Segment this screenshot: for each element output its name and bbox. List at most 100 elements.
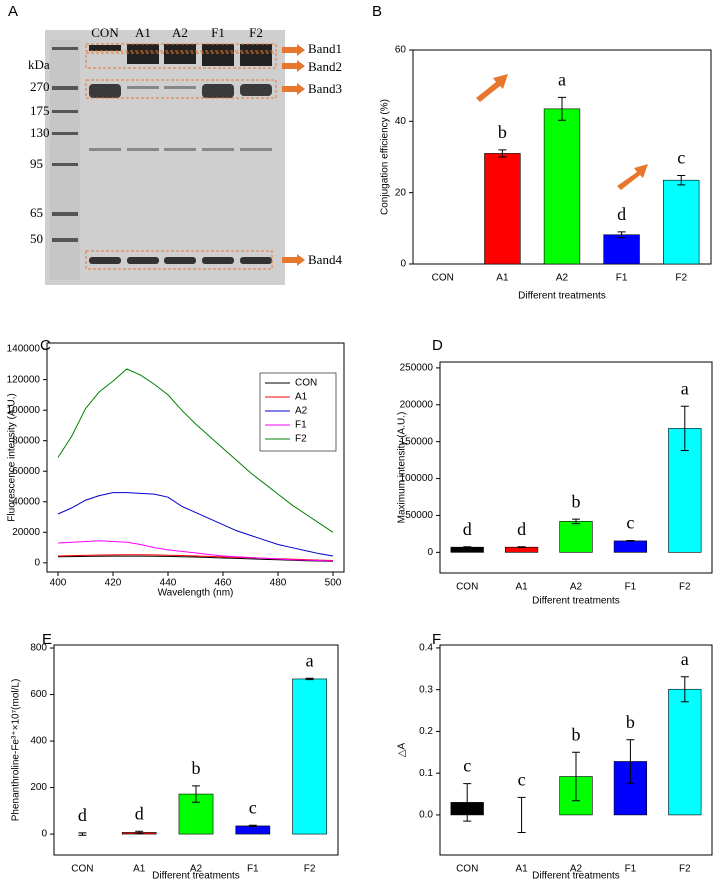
x-tick-label: CON — [456, 582, 478, 593]
gel-image — [45, 30, 305, 285]
x-tick-label: CON — [432, 273, 454, 284]
significance-letter: a — [681, 649, 689, 669]
marker-label: 65 — [30, 205, 43, 220]
x-tick-label: 500 — [325, 578, 342, 589]
x-tick-label: CON — [71, 864, 93, 875]
x-axis-label: Different treatments — [152, 871, 240, 882]
error-bar — [305, 677, 314, 681]
error-bar — [517, 796, 526, 833]
x-axis-label: Different treatments — [532, 871, 620, 882]
y-tick-label: 60000 — [12, 466, 40, 477]
significance-letter: b — [572, 491, 581, 511]
band-label: Band1 — [308, 41, 342, 56]
line — [57, 492, 334, 557]
plot-frame — [439, 361, 713, 574]
x-tick-label: 460 — [215, 578, 232, 589]
panel-label: F — [432, 631, 441, 648]
y-tick-label: 100000 — [7, 405, 41, 416]
x-axis-label: Different treatments — [532, 596, 620, 607]
line — [57, 554, 334, 562]
error-bar — [135, 830, 144, 835]
x-tick-label: CON — [456, 864, 478, 875]
significance-letter: d — [463, 519, 472, 539]
significance-letter: d — [617, 204, 626, 224]
x-tick-label: F1 — [247, 864, 259, 875]
bar — [484, 153, 521, 265]
x-tick-label: 420 — [105, 578, 122, 589]
y-tick-label: 0 — [400, 259, 406, 270]
y-tick-label: 20000 — [12, 527, 40, 538]
error-bar — [680, 676, 689, 703]
y-tick-label: 150000 — [400, 436, 434, 447]
error-bar — [572, 751, 580, 802]
significance-letter: b — [498, 122, 507, 142]
significance-letter: d — [135, 803, 144, 823]
y-tick-label: 0.1 — [419, 768, 433, 779]
line — [57, 540, 334, 562]
significance-letter: a — [558, 70, 566, 90]
x-tick-label: F1 — [625, 582, 637, 593]
y-tick-label: 200 — [30, 782, 47, 793]
x-tick-label: A2 — [570, 582, 583, 593]
significance-letter: c — [626, 513, 634, 533]
error-bar — [626, 540, 635, 542]
marker-label: 175 — [30, 103, 50, 118]
y-tick-label: 140000 — [7, 344, 41, 355]
lane-label: A2 — [172, 25, 188, 40]
y-axis-label: Phenanthroline-Fe³⁺×10⁷(mol/L) — [11, 679, 22, 822]
y-axis-label: △A — [397, 742, 408, 757]
x-tick-label: F2 — [679, 582, 691, 593]
y-tick-label: 800 — [30, 643, 47, 654]
arrows — [476, 74, 648, 190]
panel-label: E — [42, 631, 52, 648]
error-bar — [558, 96, 566, 121]
bar — [603, 234, 640, 265]
x-tick-label: A1 — [133, 864, 146, 875]
x-tick-label: A2 — [556, 273, 569, 284]
legend-label: CON — [295, 378, 317, 389]
y-tick-label: 0.2 — [419, 726, 433, 737]
y-tick-label: 40 — [395, 116, 407, 127]
bar — [292, 678, 327, 835]
error-bar — [572, 518, 580, 525]
x-tick-label: 400 — [50, 578, 67, 589]
y-tick-label: 50000 — [405, 510, 433, 521]
x-tick-label: A2 — [190, 864, 203, 875]
bar — [235, 825, 271, 835]
significance-letter: a — [681, 378, 689, 398]
lane-label: F2 — [249, 25, 263, 40]
x-tick-label: F1 — [616, 273, 628, 284]
plot-frame — [46, 342, 345, 573]
significance-letter: d — [78, 805, 87, 825]
line — [57, 368, 334, 533]
y-tick-label: 0 — [34, 557, 40, 568]
y-axis-label: Fluorescence intensity (A.U.) — [7, 393, 18, 521]
y-tick-label: 100000 — [400, 473, 434, 484]
marker-label: 95 — [30, 156, 43, 171]
lane-label: A1 — [135, 25, 151, 40]
legend-box — [259, 372, 337, 452]
error-bar — [680, 405, 689, 452]
y-tick-label: 250000 — [400, 363, 434, 374]
legend-label: F1 — [295, 420, 307, 431]
significance-letter: b — [572, 724, 581, 744]
y-tick-label: 0.0 — [419, 810, 433, 821]
error-bar — [248, 824, 257, 828]
band-label: Band2 — [308, 59, 342, 74]
panel-label: A — [8, 3, 18, 20]
error-bar — [463, 783, 472, 822]
y-tick-label: 0.3 — [419, 684, 433, 695]
bar — [559, 521, 593, 553]
significance-letter: b — [626, 712, 635, 732]
y-tick-label: 0.4 — [419, 643, 433, 654]
x-tick-label: 480 — [270, 578, 287, 589]
significance-letter: a — [306, 650, 314, 670]
y-tick-label: 200000 — [400, 399, 434, 410]
significance-letter: c — [518, 770, 526, 790]
legend-label: A1 — [295, 392, 308, 403]
legend-label: A2 — [295, 406, 308, 417]
significance-letter: c — [677, 148, 685, 168]
significance-letter: d — [517, 519, 526, 539]
x-axis-label: Wavelength (nm) — [158, 588, 234, 599]
x-tick-label: 440 — [160, 578, 177, 589]
